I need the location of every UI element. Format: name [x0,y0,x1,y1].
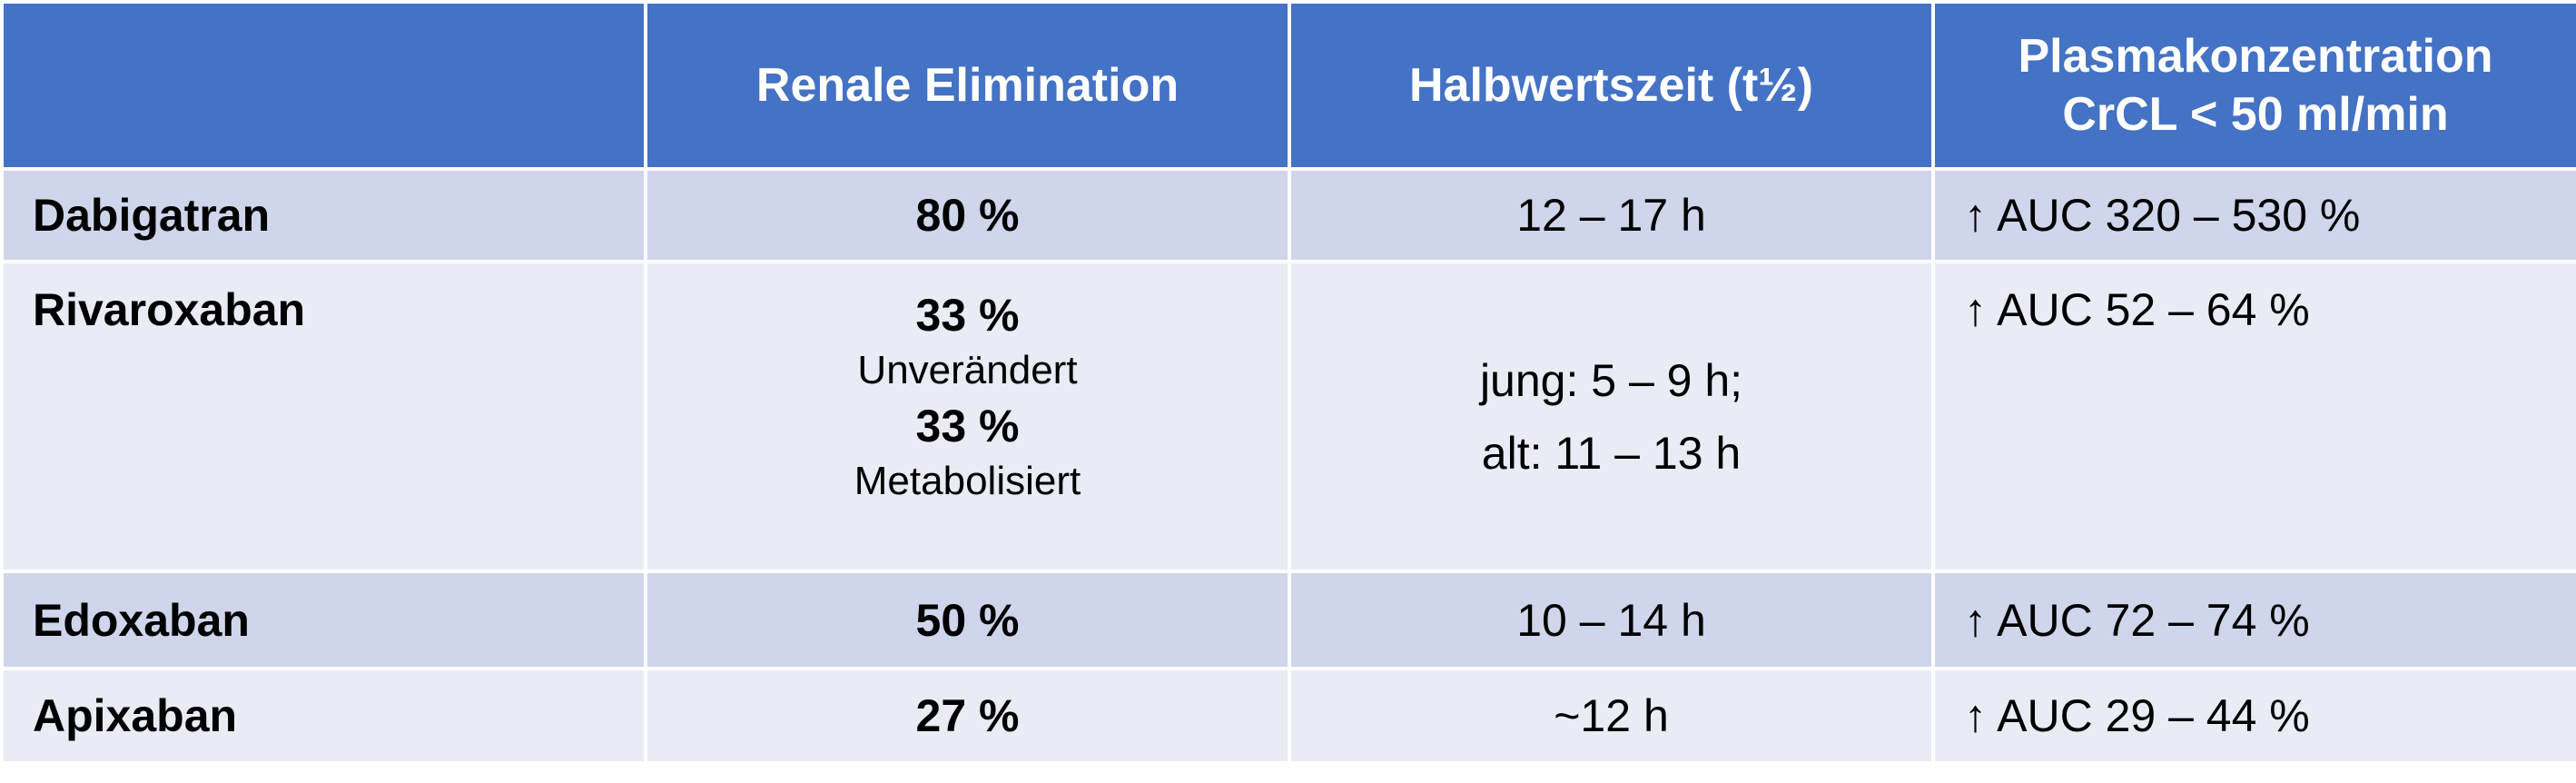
half-life-value: jung: 5 – 9 h; alt: 11 – 13 h [1291,263,1931,570]
plasma-value: ↑ AUC 72 – 74 % [1935,573,2576,667]
header-row: Renale Elimination Halbwertszeit (t½) Pl… [4,4,2576,167]
plasma-value: ↑ AUC 320 – 530 % [1935,171,2576,260]
plasma-value: ↑ AUC 29 – 44 % [1935,670,2576,761]
renal-value-unchanged: 33 % [915,290,1020,341]
header-plasma-line1: Plasmakonzentration [2018,30,2493,83]
header-renal-elimination: Renale Elimination [647,4,1288,167]
table-row: Dabigatran 80 % 12 – 17 h ↑ AUC 320 – 53… [4,171,2576,260]
header-plasma-concentration: Plasmakonzentration CrCL < 50 ml/min [1935,4,2576,167]
renal-value: 33 % Unverändert 33 % Metabolisiert [647,263,1288,570]
drug-name: Dabigatran [4,171,644,260]
renal-note-unchanged: Unverändert [857,348,1078,392]
comparison-table: Renale Elimination Halbwertszeit (t½) Pl… [4,4,2576,761]
table-row: Edoxaban 50 % 10 – 14 h ↑ AUC 72 – 74 % [4,573,2576,667]
half-life-value: ~12 h [1291,670,1931,761]
renal-note-metabolized: Metabolisiert [854,459,1081,503]
renal-value: 80 % [647,171,1288,260]
table-row: Rivaroxaban 33 % Unverändert 33 % Metabo… [4,263,2576,570]
drug-name: Apixaban [4,670,644,761]
half-life-young: jung: 5 – 9 h; [1479,354,1743,406]
half-life-value: 10 – 14 h [1291,573,1931,667]
header-plasma-line2: CrCL < 50 ml/min [2062,88,2449,141]
half-life-old: alt: 11 – 13 h [1481,427,1742,479]
drug-name: Rivaroxaban [4,263,644,570]
renal-value-metabolized: 33 % [915,401,1020,451]
renal-value: 27 % [647,670,1288,761]
drug-name: Edoxaban [4,573,644,667]
half-life-value: 12 – 17 h [1291,171,1931,260]
plasma-value: ↑ AUC 52 – 64 % [1935,263,2576,570]
header-half-life: Halbwertszeit (t½) [1291,4,1931,167]
table-row: Apixaban 27 % ~12 h ↑ AUC 29 – 44 % [4,670,2576,761]
header-empty-cell [4,4,644,167]
renal-value: 50 % [647,573,1288,667]
